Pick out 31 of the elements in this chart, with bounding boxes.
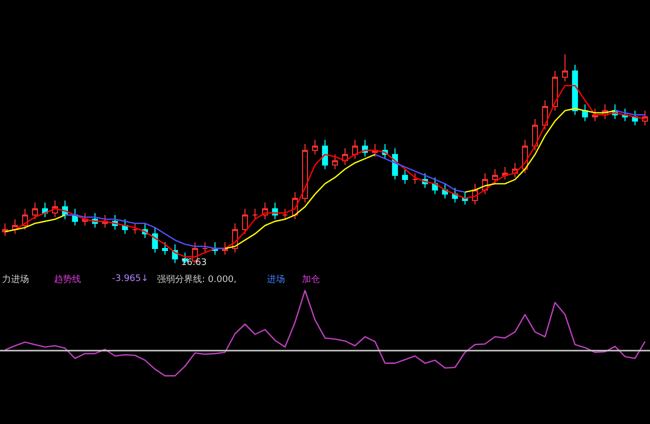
candlestick: [492, 168, 498, 184]
candlestick: [412, 172, 418, 184]
text: 加仓: [302, 274, 320, 285]
candlestick: [322, 139, 328, 170]
text: 强弱分界线: 0.000,: [157, 274, 237, 285]
candlestick: [162, 242, 168, 256]
candlestick: [552, 70, 558, 112]
candlestick: [302, 144, 308, 204]
text: -3.965↓: [112, 274, 149, 284]
candlestick: [32, 202, 38, 220]
candlestick: [312, 139, 318, 155]
text: 进场: [267, 274, 285, 285]
candlestick: [352, 139, 358, 160]
text: 力进场: [2, 274, 29, 285]
candlestick: [582, 104, 588, 122]
candlestick: [202, 242, 208, 254]
candlestick: [572, 64, 578, 116]
candlestick: [152, 227, 158, 254]
candlestick: [332, 154, 338, 170]
candlestick: [462, 192, 468, 206]
candlestick: [242, 208, 248, 234]
candlestick: [532, 118, 538, 151]
candlestick: [542, 100, 548, 130]
text: 趋势线: [54, 274, 81, 285]
candlestick: [252, 208, 258, 220]
candlestick: [132, 222, 138, 234]
candlestick: [72, 208, 78, 226]
candlestick: [282, 208, 288, 220]
candlestick: [562, 54, 568, 82]
candlestick: [402, 168, 408, 184]
annotation: 16.63: [181, 258, 207, 268]
